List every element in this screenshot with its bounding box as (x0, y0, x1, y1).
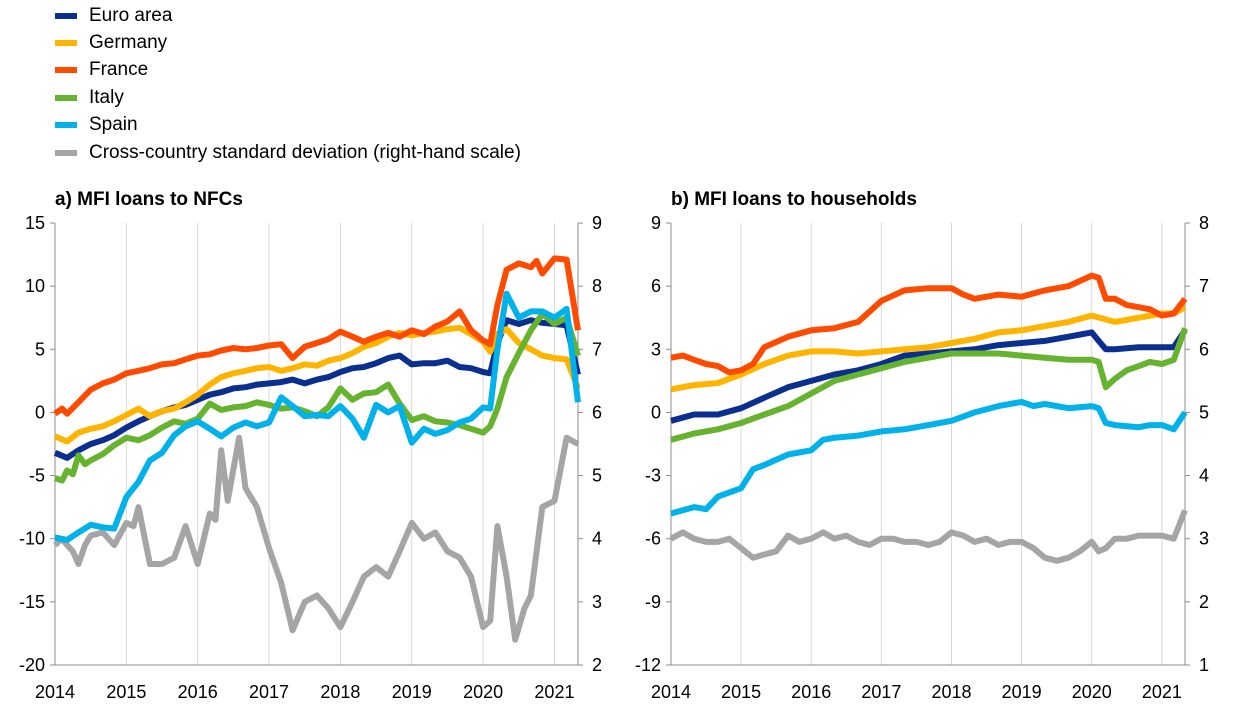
y-left-tick-label: 3 (651, 339, 661, 359)
y-left-tick-label: 10 (25, 276, 45, 296)
series-line-italy (54, 310, 581, 484)
y-left-tick-label: 6 (651, 276, 661, 296)
chart-title: a) MFI loans to NFCs (55, 189, 243, 210)
x-tick-label: 2014 (651, 682, 691, 702)
y-right-tick-label: 5 (1199, 402, 1209, 422)
legend-item: Euro area (55, 2, 521, 29)
y-left-tick-label: -5 (29, 466, 45, 486)
series-line-spain (54, 290, 581, 543)
y-right-tick-label: 1 (1199, 655, 1209, 675)
legend-label: Spain (89, 114, 138, 136)
y-right-tick-label: 6 (1199, 339, 1209, 359)
legend-label: Euro area (89, 4, 173, 26)
y-right-tick-label: 8 (1199, 213, 1209, 233)
legend-swatch (55, 122, 77, 129)
y-left-tick-label: 0 (651, 402, 661, 422)
legend-swatch (55, 67, 77, 74)
y-left-tick-label: 0 (35, 402, 45, 422)
y-right-tick-label: 3 (592, 592, 602, 612)
series-line-euro-area (670, 328, 1188, 424)
chart-legend: Euro area Germany France Italy Spain Cross-co… (55, 2, 521, 166)
series-line-france (53, 255, 581, 417)
x-tick-label: 2020 (1072, 682, 1112, 702)
y-left-tick-label: 15 (25, 213, 45, 233)
legend-item: Cross-country standard deviation (right-… (55, 139, 521, 166)
legend-item: Italy (55, 84, 521, 111)
y-left-tick-label: 5 (35, 339, 45, 359)
x-tick-label: 2021 (1142, 682, 1182, 702)
y-right-tick-label: 8 (592, 276, 602, 296)
legend-item: Germany (55, 29, 521, 56)
legend-swatch (55, 12, 77, 19)
series-line-italy (670, 327, 1188, 443)
legend-label: Italy (89, 86, 124, 108)
x-tick-label: 2016 (791, 682, 831, 702)
y-right-tick-label: 7 (1199, 276, 1209, 296)
series-line-germany (53, 324, 581, 445)
y-left-tick-label: -9 (645, 592, 661, 612)
y-right-tick-label: 2 (592, 655, 602, 675)
x-tick-label: 2019 (1002, 682, 1042, 702)
legend-label: Cross-country standard deviation (right-… (89, 141, 521, 163)
y-right-tick-label: 7 (592, 339, 602, 359)
y-right-tick-label: 6 (592, 402, 602, 422)
x-tick-label: 2014 (35, 682, 75, 702)
x-tick-label: 2017 (249, 682, 289, 702)
legend-swatch (55, 94, 77, 101)
y-right-tick-label: 2 (1199, 592, 1209, 612)
x-tick-label: 2021 (534, 682, 574, 702)
legend-label: France (89, 59, 149, 81)
y-left-tick-label: -3 (645, 466, 661, 486)
y-right-tick-label: 5 (592, 466, 602, 486)
y-right-tick-label: 4 (1199, 466, 1209, 486)
y-left-tick-label: -12 (635, 655, 661, 675)
x-tick-label: 2020 (463, 682, 503, 702)
y-right-tick-label: 3 (1199, 529, 1209, 549)
legend-item: France (55, 57, 521, 84)
y-left-tick-label: -10 (19, 529, 45, 549)
legend-label: Germany (89, 32, 168, 54)
x-tick-label: 2019 (392, 682, 432, 702)
series-line-cross-country-standard-deviation-right-hand-scale (53, 434, 580, 643)
y-right-tick-label: 4 (592, 529, 602, 549)
legend-swatch (55, 149, 77, 156)
chart-title: b) MFI loans to households (671, 189, 917, 210)
x-tick-label: 2018 (320, 682, 360, 702)
y-left-tick-label: -20 (19, 655, 45, 675)
y-right-tick-label: 9 (592, 213, 602, 233)
y-left-tick-label: 9 (651, 213, 661, 233)
series-line-france (670, 272, 1188, 376)
legend-item: Spain (55, 112, 521, 139)
x-tick-label: 2015 (721, 682, 761, 702)
x-tick-label: 2017 (861, 682, 901, 702)
series-line-spain (670, 398, 1188, 517)
series-line-cross-country-standard-deviation-right-hand-scale (669, 509, 1188, 564)
y-left-tick-label: -6 (645, 529, 661, 549)
legend-swatch (55, 40, 77, 47)
series-line-germany (670, 304, 1187, 393)
x-tick-label: 2016 (178, 682, 218, 702)
x-tick-label: 2015 (106, 682, 146, 702)
y-left-tick-label: -15 (19, 592, 45, 612)
x-tick-label: 2018 (931, 682, 971, 702)
